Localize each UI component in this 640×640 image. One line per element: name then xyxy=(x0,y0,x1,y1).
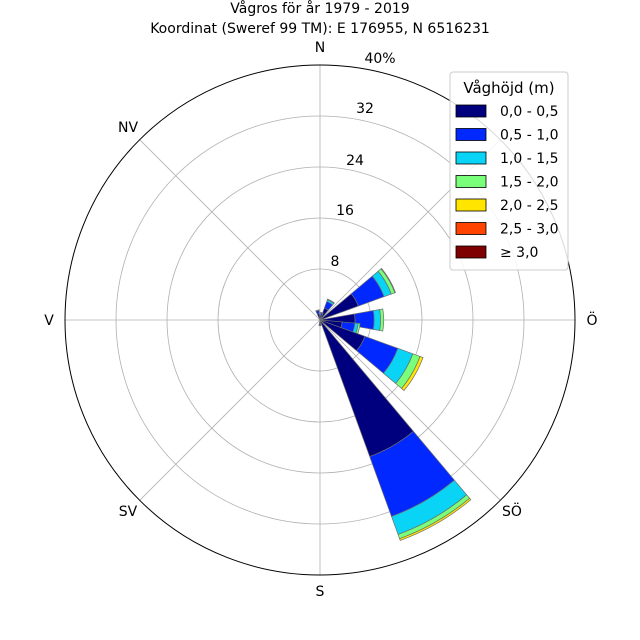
legend-swatch-6 xyxy=(455,222,487,235)
legend-items: 0,0 - 0,5 0,5 - 1,0 1,0 - 1,5 1,5 - 2,0 2,0 … xyxy=(455,104,558,261)
legend-swatch-4 xyxy=(455,175,487,188)
direction-label-4: SV xyxy=(119,504,138,520)
legend-label-7: ≥ 3,0 xyxy=(500,245,538,261)
legend-label-6: 2,5 - 3,0 xyxy=(500,222,558,238)
radial-tick-4: 32 xyxy=(356,101,374,117)
chart-title: Vågros för år 1979 - 2019 xyxy=(230,0,409,17)
legend-swatch-5 xyxy=(455,198,487,212)
legend-title: Våghöjd (m) xyxy=(463,79,554,97)
sector-60-bin-5 xyxy=(380,267,396,294)
sector-30-bin-4 xyxy=(326,298,335,304)
sector-345-bin-3 xyxy=(315,309,320,312)
sector-90-bin-3 xyxy=(372,309,381,331)
legend-label-5: 2,0 - 2,5 xyxy=(500,198,558,214)
grid-spoke xyxy=(139,139,321,321)
direction-label-5: S xyxy=(316,584,325,600)
radial-tick-2: 16 xyxy=(336,203,354,219)
radial-tick-3: 24 xyxy=(346,153,364,169)
direction-label-7: Ö xyxy=(586,311,597,329)
legend-swatch-7 xyxy=(455,245,487,259)
legend-swatch-2 xyxy=(455,128,487,141)
legend-frame xyxy=(449,71,569,271)
direction-label-2: NV xyxy=(118,120,138,136)
radial-tick-5: 40% xyxy=(364,51,395,67)
legend-swatch-1 xyxy=(455,104,487,118)
legend-label-2: 0,5 - 1,0 xyxy=(500,128,558,144)
sector-90-bin-4 xyxy=(379,308,385,332)
radial-tick-labels: 8 16 24 32 40% xyxy=(331,51,396,270)
legend-label-1: 0,0 - 0,5 xyxy=(500,104,558,120)
sector-15-bin-3 xyxy=(320,311,324,315)
legend-label-3: 1,0 - 1,5 xyxy=(500,151,558,167)
direction-label-6: SÖ xyxy=(502,502,522,520)
legend-label-4: 1,5 - 2,0 xyxy=(500,175,558,191)
radial-tick-1: 8 xyxy=(331,254,340,270)
chart-subtitle: Koordinat (Sweref 99 TM): E 176955, N 65… xyxy=(150,21,490,37)
outer-ring xyxy=(64,64,576,576)
direction-label-1: N xyxy=(315,40,325,56)
sector-150-bin-5 xyxy=(399,497,472,541)
legend: Våghöjd (m) 0,0 - 0,5 0,5 - 1,0 1,0 - 1,5 1… xyxy=(449,71,569,271)
direction-label-3: V xyxy=(44,313,54,329)
grid-spoke xyxy=(319,319,501,501)
direction-labels: N NV V SV S SÖ Ö xyxy=(44,40,597,600)
sector-180-bin-1 xyxy=(319,319,321,324)
grid-spoke xyxy=(139,319,321,501)
legend-swatch-3 xyxy=(455,151,487,165)
rose-sectors xyxy=(315,267,472,541)
polar-grid xyxy=(64,64,576,576)
sector-180-bin-3 xyxy=(318,324,322,327)
sector-120-bin-5 xyxy=(401,355,424,391)
